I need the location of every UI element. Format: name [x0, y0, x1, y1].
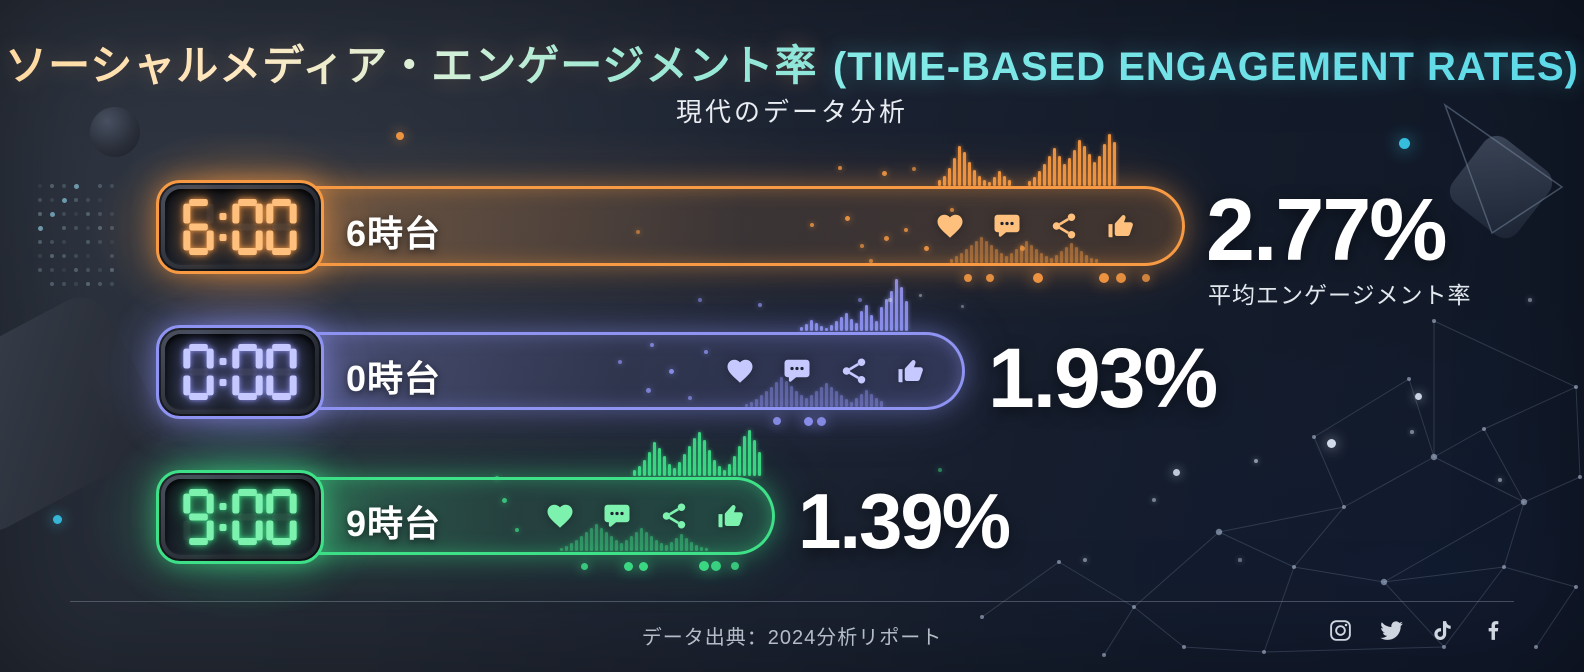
clock-display [165, 334, 315, 410]
engagement-value-caption: 平均エンゲージメント率 [1208, 282, 1472, 308]
instagram-icon[interactable] [1328, 618, 1353, 643]
title-english: (TIME-BASED ENGAGEMENT RATES) [832, 45, 1579, 89]
clock-display [165, 479, 315, 555]
engagement-value: 1.93% [988, 331, 1218, 425]
thumbs-up-icon [718, 504, 743, 528]
engagement-value: 2.77% [1206, 180, 1448, 279]
thumbs-up-icon [898, 359, 923, 383]
digital-clock [156, 180, 324, 274]
page-subtitle: 現代のデータ分析 [675, 97, 908, 127]
time-slot-label: 6時台 [346, 213, 442, 254]
heart-icon [727, 359, 753, 383]
social-links [1328, 618, 1506, 643]
facebook-icon[interactable] [1481, 618, 1506, 643]
engagement-bar [205, 332, 965, 410]
title-japanese: ソーシャルメディア・エンゲージメント率 [5, 42, 818, 89]
comment-icon [784, 359, 810, 382]
share-icon [842, 358, 866, 384]
tilted-square-decoration [1443, 129, 1559, 245]
digital-clock [156, 325, 324, 419]
clock-display [165, 189, 315, 265]
engagement-value: 1.39% [798, 477, 1011, 565]
data-source: データ出典：2024分析リポート [641, 627, 943, 649]
share-icon [1052, 213, 1076, 239]
footer-divider [70, 601, 1514, 602]
heart-icon [937, 214, 963, 238]
tiktok-icon[interactable] [1430, 618, 1455, 643]
comment-icon [994, 214, 1020, 237]
time-slot-label: 9時台 [346, 503, 442, 544]
heart-icon [547, 504, 573, 528]
reaction-icons [935, 189, 1136, 263]
reaction-icons [725, 335, 926, 407]
reaction-icons [545, 480, 746, 552]
thumbs-up-icon [1108, 214, 1133, 238]
page-title: ソーシャルメディア・エンゲージメント率 (TIME-BASED ENGAGEME… [0, 32, 1584, 93]
time-slot-label: 0時台 [346, 358, 442, 399]
twitter-icon[interactable] [1379, 618, 1404, 643]
share-icon [662, 503, 686, 529]
comment-icon [604, 504, 630, 527]
digital-clock [156, 470, 324, 564]
